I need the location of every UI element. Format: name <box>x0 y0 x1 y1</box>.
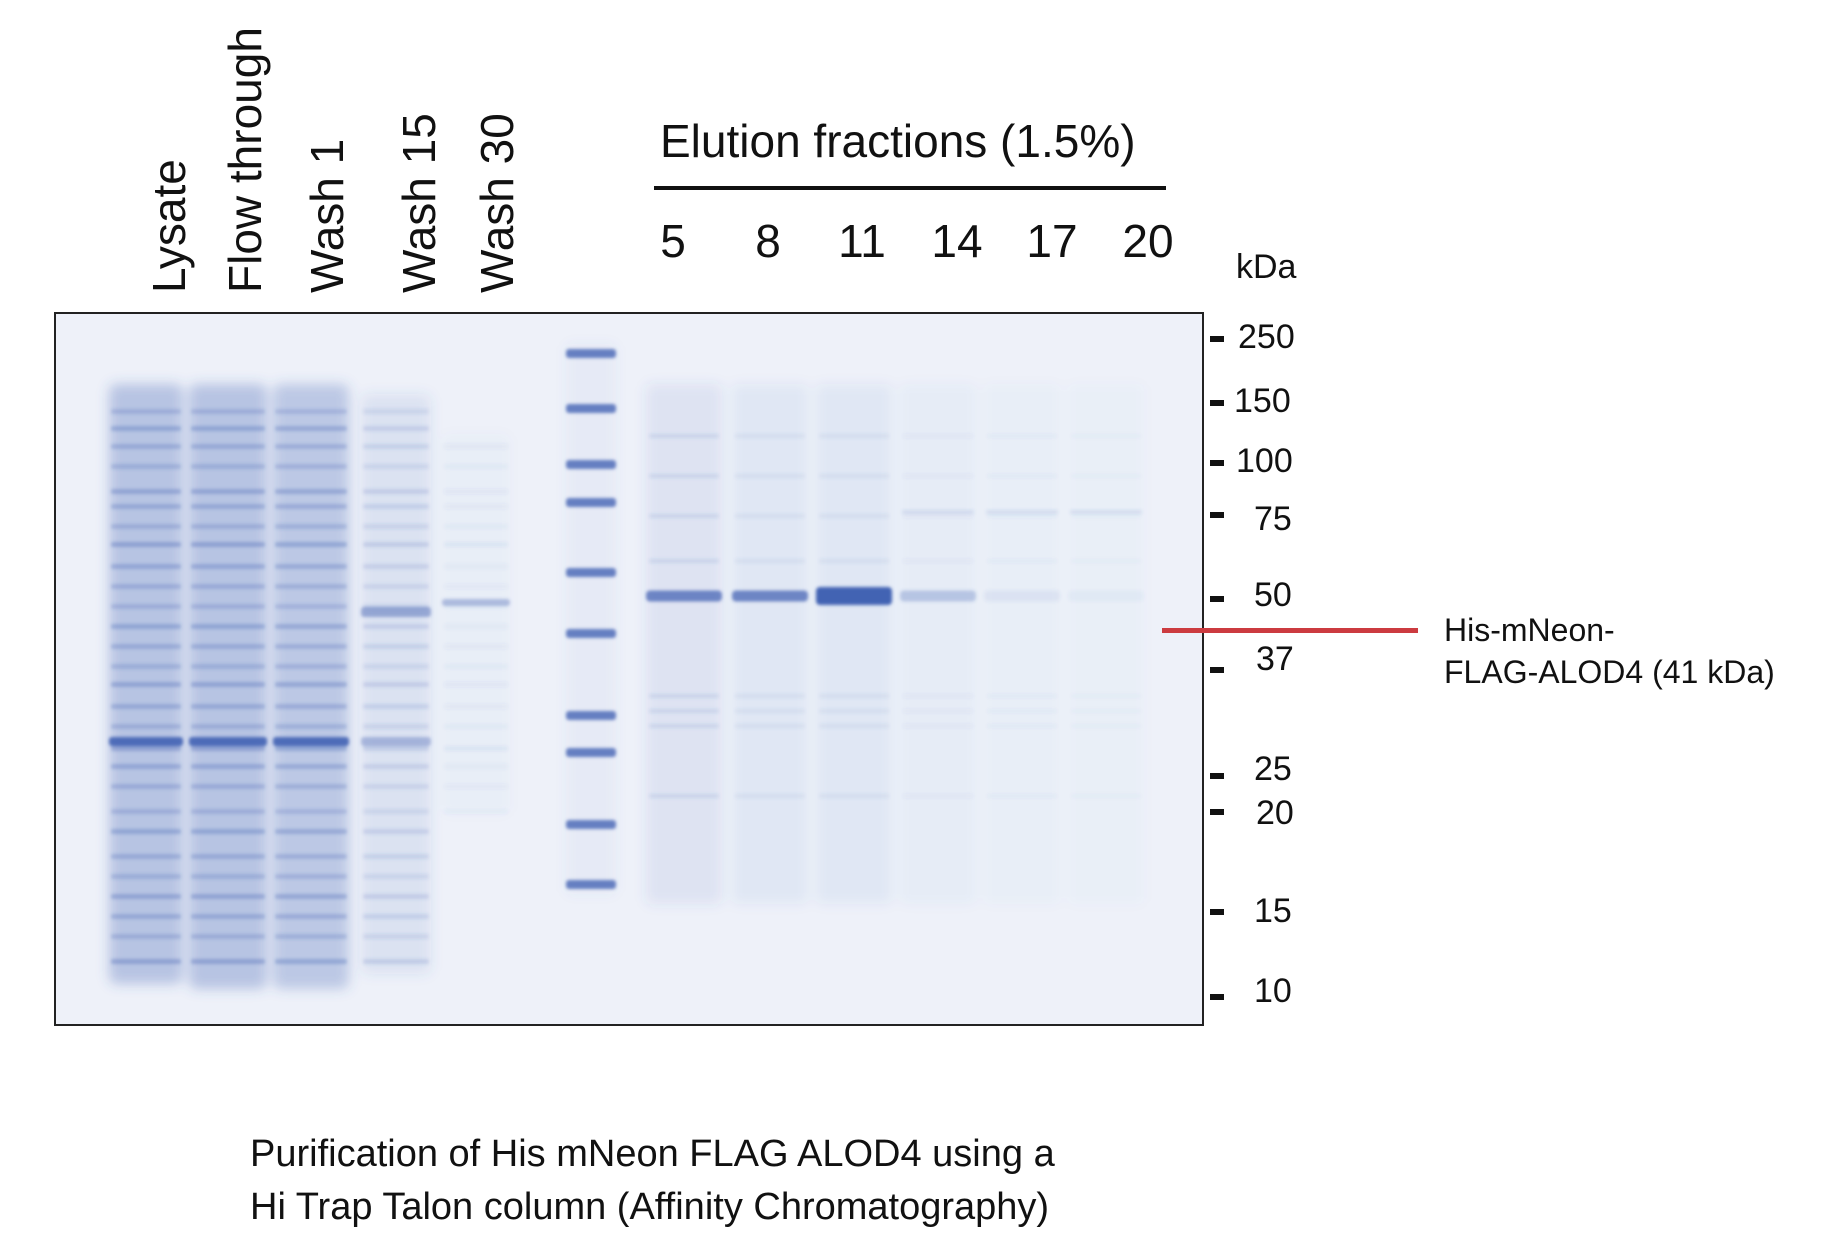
mw-tick-20 <box>1210 809 1224 815</box>
target-band-pointer-line <box>1162 628 1418 633</box>
figure-caption: Purification of His mNeon FLAG ALOD4 usi… <box>250 1128 1055 1234</box>
lane-label-flow-through: Flow through <box>219 27 271 293</box>
mw-label-75: 75 <box>1254 500 1292 538</box>
mw-label-20: 20 <box>1256 794 1294 832</box>
mw-tick-37 <box>1210 667 1224 673</box>
mw-label-15: 15 <box>1254 892 1292 930</box>
mw-tick-150 <box>1210 400 1224 406</box>
elution-fraction-11: 11 <box>838 215 886 267</box>
target-band-label-line1: His-mNeon- <box>1444 612 1615 648</box>
elution-title: Elution fractions (1.5%) <box>660 115 1136 167</box>
elution-fraction-8: 8 <box>755 215 781 267</box>
elution-fraction-14: 14 <box>931 215 983 267</box>
target-band-label-line2: FLAG-ALOD4 (41 kDa) <box>1444 653 1775 690</box>
mw-tick-10 <box>1210 994 1224 1000</box>
mw-tick-100 <box>1210 460 1224 466</box>
figure-caption-line2: Hi Trap Talon column (Affinity Chromatog… <box>250 1186 1050 1229</box>
lane-label-lysate: Lysate <box>143 159 195 293</box>
mw-label-37: 37 <box>1256 640 1294 678</box>
lane-label-wash-1: Wash 1 <box>301 138 353 293</box>
lane-label-wash-30: Wash 30 <box>471 113 523 293</box>
mw-label-250: 250 <box>1238 318 1295 356</box>
mw-label-150: 150 <box>1234 382 1291 420</box>
mw-tick-15 <box>1210 909 1224 915</box>
mw-label-25: 25 <box>1254 750 1292 788</box>
figure-caption-line1: Purification of His mNeon FLAG ALOD4 usi… <box>250 1133 1055 1175</box>
mw-label-100: 100 <box>1236 442 1293 480</box>
elution-fraction-17: 17 <box>1026 215 1078 267</box>
mw-tick-250 <box>1210 336 1224 342</box>
mw-tick-25 <box>1210 773 1224 779</box>
elution-fraction-5: 5 <box>660 215 686 267</box>
mw-label-50: 50 <box>1254 576 1292 614</box>
elution-rule <box>654 186 1166 190</box>
mw-tick-50 <box>1210 596 1224 602</box>
mw-tick-75 <box>1210 512 1224 518</box>
elution-fraction-20: 20 <box>1122 215 1174 267</box>
target-band-label: His-mNeon- FLAG-ALOD4 (41 kDa) <box>1444 610 1775 693</box>
mw-label-10: 10 <box>1254 972 1292 1010</box>
gel-image <box>54 312 1204 1026</box>
lane-label-wash-15: Wash 15 <box>393 113 445 293</box>
kda-unit-label: kDa <box>1236 248 1297 286</box>
